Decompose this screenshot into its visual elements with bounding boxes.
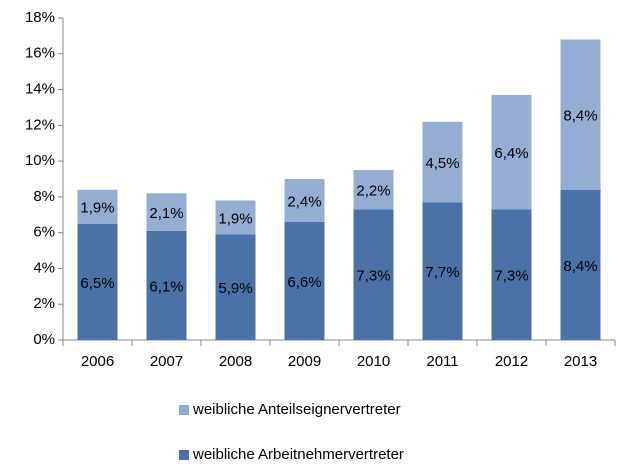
value-label: 7,7% [425,264,459,281]
legend-label: weibliche Anteilseignervertreter [192,401,401,418]
value-label: 1,9% [218,210,252,227]
value-label: 6,6% [287,274,321,291]
value-label: 6,4% [494,145,528,162]
value-label: 5,9% [218,280,252,297]
bar-segment [353,209,394,340]
value-label: 2,4% [287,193,321,210]
bar-segment [284,221,325,340]
x-tick-label: 2008 [219,353,252,370]
value-label: 6,5% [80,275,114,292]
value-label: 6,1% [149,278,183,295]
x-tick-label: 2013 [564,353,597,370]
bar-segment [560,189,601,340]
x-tick-label: 2007 [150,353,183,370]
bar-segment [77,223,118,340]
bar-segment [215,200,256,235]
value-label: 7,3% [356,268,390,285]
bar-segment [422,121,463,203]
bar-segment [491,209,532,340]
y-tick-label: 6% [33,224,55,241]
bar-segment [422,202,463,340]
value-label: 2,1% [149,205,183,222]
bar-segment [146,230,187,340]
legend-label: weibliche Arbeitnehmervertreter [192,446,404,463]
bar-segment [491,94,532,210]
value-label: 8,4% [563,108,597,125]
value-label: 2,2% [356,183,390,200]
y-tick-label: 18% [25,9,55,26]
bar-segment [560,39,601,190]
y-tick-label: 12% [25,116,55,133]
y-tick-label: 14% [25,81,55,98]
value-label: 7,3% [494,268,528,285]
x-tick-label: 2012 [495,353,528,370]
value-label: 4,5% [425,155,459,172]
value-label: 1,9% [80,200,114,217]
y-tick-label: 0% [33,331,55,348]
bar-segment [353,170,394,210]
y-tick-label: 16% [25,45,55,62]
bar-segment [284,179,325,222]
legend-swatch [179,450,189,460]
bar-segment [77,189,118,224]
legend-swatch [179,405,189,415]
x-tick-label: 2009 [288,353,321,370]
x-tick-label: 2006 [81,353,114,370]
x-tick-label: 2011 [426,353,458,370]
bar-segment [146,193,187,231]
y-tick-label: 10% [25,152,55,169]
y-tick-label: 2% [33,295,55,312]
bar-segment [215,234,256,340]
value-label: 8,4% [563,258,597,275]
y-tick-label: 4% [33,259,55,276]
y-tick-label: 8% [33,188,55,205]
x-tick-label: 2010 [357,353,390,370]
